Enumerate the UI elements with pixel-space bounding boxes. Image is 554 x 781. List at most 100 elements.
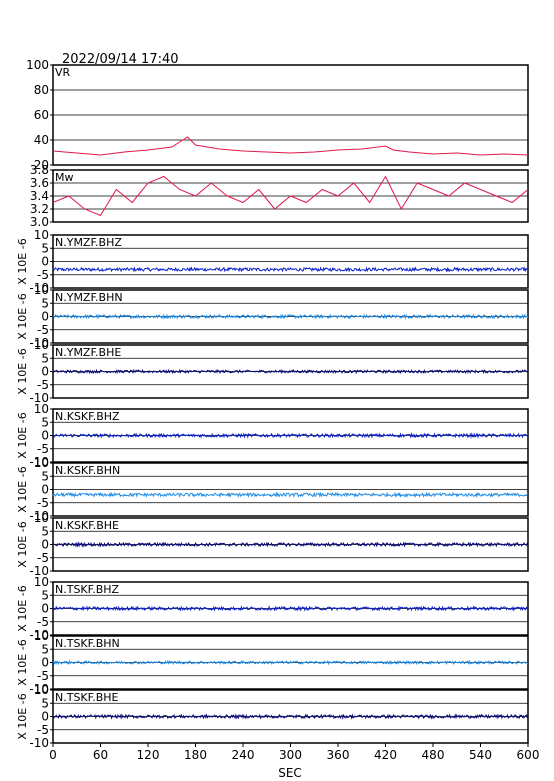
y-tick-label: -10	[29, 736, 49, 750]
y-tick-label: 5	[41, 469, 49, 483]
y-tick-label: 10	[34, 683, 49, 697]
y-tick-label: -10	[29, 281, 49, 295]
y-tick-label: 20	[34, 158, 49, 172]
y-tick-label: 80	[34, 83, 49, 97]
y-tick-label: 0	[41, 429, 49, 443]
y-tick-label: 0	[41, 483, 49, 497]
y-tick-label: 0	[41, 656, 49, 670]
y-tick-label: -5	[37, 496, 49, 510]
y-tick-label: -5	[37, 615, 49, 629]
y-tick-label: 3.8	[30, 163, 49, 177]
panel-title: N.YMZF.BHE	[55, 346, 121, 359]
panel-title: Mw	[55, 171, 74, 184]
y-tick-label: 0	[41, 602, 49, 616]
y-tick-label: -10	[29, 336, 49, 350]
y-tick-label: 3.6	[30, 176, 49, 190]
y-tick-label: 100	[26, 58, 49, 72]
y-tick-label: 5	[41, 696, 49, 710]
series-line	[52, 713, 529, 721]
x-tick-label: 300	[279, 748, 302, 762]
y-tick-label: -5	[37, 442, 49, 456]
y-tick-label: -10	[29, 628, 49, 642]
y-tick-label: 60	[34, 108, 49, 122]
y-tick-label: -10	[29, 391, 49, 405]
series-line	[52, 313, 529, 320]
x-tick-label: 120	[137, 748, 160, 762]
x-tick-label: 600	[517, 748, 540, 762]
y-tick-label: 40	[34, 133, 49, 147]
y-tick-label: 0	[41, 710, 49, 724]
y-tick-label: 0	[41, 365, 49, 379]
x-tick-label: 420	[374, 748, 397, 762]
panel-title: N.TSKF.BHZ	[55, 583, 120, 596]
y-unit-label: X 10E -6	[16, 521, 29, 567]
y-tick-label: -5	[37, 378, 49, 392]
y-tick-label: -5	[37, 551, 49, 565]
series-line	[52, 368, 529, 375]
chart-title: 2022/09/14 17:40	[62, 52, 179, 67]
y-unit-label: X 10E -6	[16, 348, 29, 394]
y-unit-label: X 10E -6	[16, 639, 29, 685]
y-tick-label: 10	[34, 575, 49, 589]
series-line	[52, 266, 529, 273]
y-tick-label: 5	[41, 241, 49, 255]
series-line	[52, 541, 529, 548]
y-tick-label: 5	[41, 296, 49, 310]
series-line	[52, 136, 529, 156]
x-tick-label: 540	[469, 748, 492, 762]
y-tick-label: 10	[34, 402, 49, 416]
y-tick-label: -5	[37, 323, 49, 337]
y-tick-label: 3.4	[30, 189, 49, 203]
y-unit-label: X 10E -6	[16, 238, 29, 284]
y-tick-label: 10	[34, 283, 49, 297]
x-tick-label: 480	[422, 748, 445, 762]
panel-title: N.KSKF.BHN	[55, 464, 120, 477]
y-tick-label: 0	[41, 310, 49, 324]
y-tick-label: 10	[34, 228, 49, 242]
panel-title: N.KSKF.BHZ	[55, 410, 120, 423]
y-tick-label: 3.0	[30, 215, 49, 229]
y-tick-label: 10	[34, 629, 49, 643]
series-line	[52, 491, 529, 498]
panels-group: 10080604020VR3.83.63.43.23.0Mw1050-5-10N…	[16, 58, 529, 750]
y-tick-label: -5	[37, 268, 49, 282]
panel-title: N.TSKF.BHE	[55, 691, 119, 704]
panel-title: N.KSKF.BHE	[55, 519, 119, 532]
y-tick-label: 5	[41, 642, 49, 656]
panel-mw: 3.83.63.43.23.0 Mw	[30, 163, 529, 229]
x-axis-label: SEC	[278, 766, 302, 780]
panel-vr: 100 80 60 40 20 VR	[26, 58, 529, 172]
y-tick-label: 5	[41, 415, 49, 429]
x-tick-label: 60	[93, 748, 108, 762]
y-tick-label: -5	[37, 669, 49, 683]
y-tick-label: 10	[34, 338, 49, 352]
x-axis: 0 60 120 180 240 300 360 420 480 540 600	[49, 743, 539, 762]
y-tick-label: -10	[29, 509, 49, 523]
series-line	[52, 175, 529, 217]
y-unit-label: X 10E -6	[16, 412, 29, 458]
panel-title: N.YMZF.BHZ	[55, 236, 122, 249]
y-tick-label: 5	[41, 588, 49, 602]
x-tick-label: 240	[232, 748, 255, 762]
panel-title: N.YMZF.BHN	[55, 291, 123, 304]
series-line	[52, 431, 529, 439]
panel-title: N.TSKF.BHN	[55, 637, 120, 650]
panel-title: VR	[55, 66, 71, 79]
y-tick-label: 5	[41, 524, 49, 538]
y-tick-label: -5	[37, 723, 49, 737]
y-tick-label: 0	[41, 538, 49, 552]
series-line	[52, 605, 529, 612]
y-tick-label: -10	[29, 682, 49, 696]
y-unit-label: X 10E -6	[16, 693, 29, 739]
y-tick-label: 5	[41, 351, 49, 365]
